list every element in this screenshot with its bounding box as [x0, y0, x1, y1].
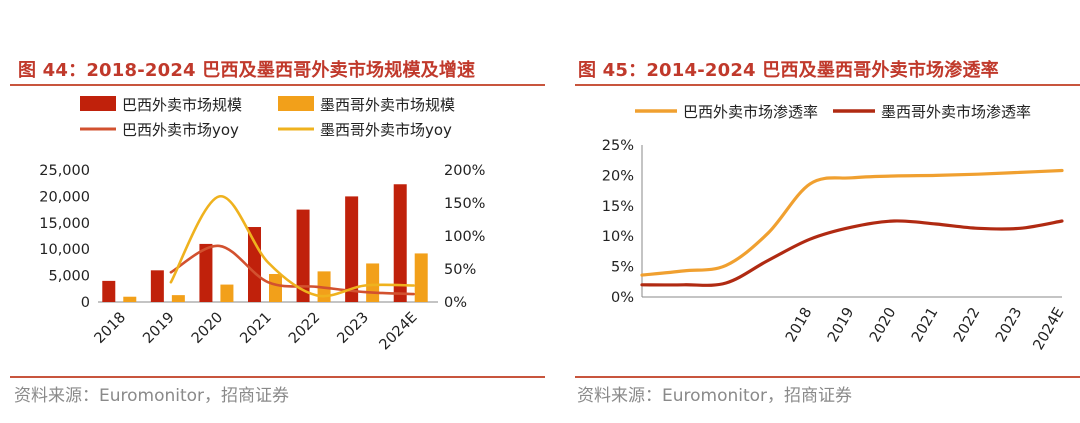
brazil-yoy-line [169, 244, 415, 296]
brazil-bar [393, 184, 407, 302]
y2-tick-label: 100% [444, 229, 485, 245]
y2-tick-label: 0% [444, 295, 467, 311]
left-source-rule [10, 376, 545, 378]
x-tick-label: 2018 [92, 310, 129, 347]
left-figure-title: 图 44：2018-2024 巴西及墨西哥外卖市场规模及增速 [18, 60, 476, 81]
brazil-bar [150, 270, 164, 302]
legend-label: 墨西哥外卖市场渗透率 [881, 103, 1031, 121]
x-tick-label: 2019 [825, 305, 857, 345]
right-figure-title: 图 45：2014-2024 巴西及墨西哥外卖市场渗透率 [578, 60, 999, 81]
brazil-bar [248, 227, 261, 302]
right-title-rule [575, 84, 1080, 86]
y-tick-label: 25,000 [39, 163, 90, 179]
mexico-bar [269, 274, 282, 302]
x-tick-label: 2023 [335, 310, 372, 347]
mexico-bar [123, 296, 137, 302]
brazil-bar [199, 243, 213, 302]
legend-label: 巴西外卖市场规模 [122, 96, 242, 114]
brazil-penetration-line [640, 168, 1064, 277]
legend-swatch [278, 96, 314, 111]
mexico-bar [171, 295, 185, 302]
x-tick-label: 2021 [909, 305, 941, 345]
y2-tick-label: 200% [444, 163, 485, 179]
y-tick-label: 0 [81, 295, 90, 311]
y2-tick-label: 50% [444, 262, 476, 278]
left-legend-item: 墨西哥外卖市场yoy [278, 121, 452, 139]
brazil-bar [296, 209, 310, 302]
y-tick-label: 10% [602, 229, 634, 245]
legend-swatch [80, 96, 116, 111]
left-figure: 图 44：2018-2024 巴西及墨西哥外卖市场规模及增速 巴西外卖市场规模墨… [10, 60, 545, 406]
x-tick-label: 2024E [1031, 305, 1068, 353]
y-tick-label: 10,000 [39, 242, 90, 258]
brazil-bar [102, 280, 116, 302]
x-tick-label: 2022 [951, 305, 983, 345]
y-tick-label: 15,000 [39, 216, 90, 232]
x-tick-label: 2023 [993, 305, 1025, 345]
legend-label: 墨西哥外卖市场yoy [320, 121, 452, 139]
right-source: 资料来源：Euromonitor，招商证券 [577, 386, 853, 406]
right-chart: 巴西外卖市场渗透率 墨西哥外卖市场渗透率 0% 5% 10% 15% 20% 25% 2018 2… [602, 103, 1068, 353]
x-tick-label: 2021 [237, 310, 274, 347]
x-tick-label: 2024E [377, 310, 421, 354]
y-tick-label: 15% [602, 199, 634, 215]
mexico-bar [366, 263, 380, 302]
x-tick-label: 2018 [783, 305, 815, 345]
left-legend-item: 巴西外卖市场规模 [80, 96, 242, 114]
x-tick-label: 2019 [140, 310, 177, 347]
legend-label: 巴西外卖市场渗透率 [683, 103, 818, 121]
y-tick-label: 5,000 [48, 269, 90, 285]
x-tick-label: 2022 [286, 310, 323, 347]
left-source: 资料来源：Euromonitor，招商证券 [14, 386, 290, 406]
mexico-bar [414, 253, 428, 302]
right-source-rule [575, 376, 1080, 378]
y-tick-label: 20,000 [39, 189, 90, 205]
y2-tick-label: 150% [444, 196, 485, 212]
y-tick-label: 0% [611, 290, 634, 306]
mexico-penetration-line [640, 219, 1064, 287]
y-tick-label: 20% [602, 168, 634, 184]
mexico-bar [220, 284, 234, 302]
brazil-bar [345, 196, 359, 302]
left-legend-item: 墨西哥外卖市场规模 [278, 96, 455, 114]
y-tick-label: 5% [611, 260, 634, 276]
legend-label: 墨西哥外卖市场规模 [320, 96, 455, 114]
x-tick-label: 2020 [867, 305, 899, 345]
mexico-yoy-line [169, 195, 415, 298]
y-tick-label: 25% [602, 138, 634, 154]
right-legend-item: 墨西哥外卖市场渗透率 [833, 103, 1031, 121]
right-legend-item: 巴西外卖市场渗透率 [635, 103, 818, 121]
left-title-rule [10, 84, 545, 86]
legend-label: 巴西外卖市场yoy [122, 121, 239, 139]
x-tick-label: 2020 [189, 310, 226, 347]
left-legend-item: 巴西外卖市场yoy [80, 121, 239, 139]
right-figure: 图 45：2014-2024 巴西及墨西哥外卖市场渗透率 巴西外卖市场渗透率 墨西… [575, 0, 1080, 423]
right-legend: 巴西外卖市场渗透率 墨西哥外卖市场渗透率 [635, 103, 1031, 121]
